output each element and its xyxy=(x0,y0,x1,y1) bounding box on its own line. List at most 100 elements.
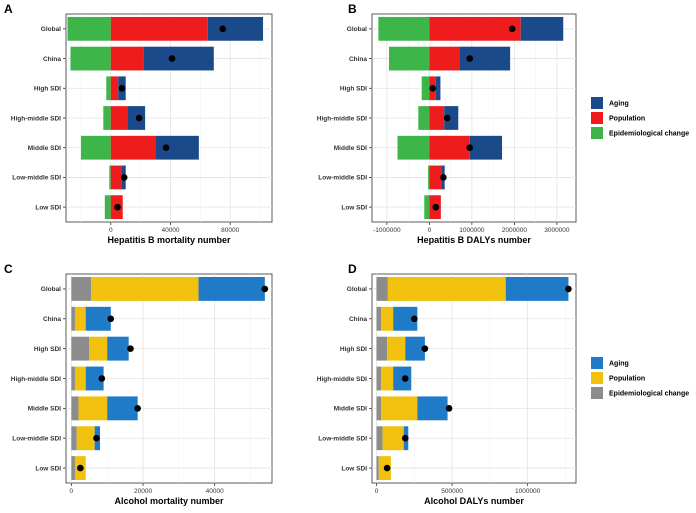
bar-population-low-middle-sdi xyxy=(429,165,442,190)
bar-population-china xyxy=(381,306,394,331)
x-tick-label: 1000000 xyxy=(515,488,541,495)
bar-population-low-middle-sdi xyxy=(382,426,404,451)
category-label-low-middle-sdi: Low-middle SDI xyxy=(318,436,367,443)
bar-epidemiological-change-high-sdi xyxy=(71,336,90,361)
legend-label-population: Population xyxy=(609,376,645,383)
net-change-point-low-middle-sdi xyxy=(440,174,447,181)
chart-hepatitis-b-mortality: Global China High SDI High-middle SDI Middle… xyxy=(11,13,273,245)
bar-aging-global xyxy=(207,16,264,41)
legend-label-epidemiological-change: Epidemiological change xyxy=(609,131,689,138)
bar-population-global xyxy=(110,16,208,41)
net-change-point-middle-sdi xyxy=(466,144,474,152)
x-tick-label: 0 xyxy=(109,227,113,234)
legend-hepatitis-b: Aging Population Epidemiological change xyxy=(591,97,689,139)
bar-aging-china xyxy=(393,306,418,331)
category-label-high-middle-sdi: High-middle SDI xyxy=(11,376,61,383)
net-change-point-low-sdi xyxy=(383,464,391,472)
bar-aging-high-middle-sdi xyxy=(444,106,459,130)
x-tick-label: 3000000 xyxy=(544,227,570,234)
bar-aging-high-sdi xyxy=(435,76,441,101)
category-label-low-sdi: Low SDI xyxy=(35,204,61,211)
legend-label-aging: Aging xyxy=(609,101,629,108)
bar-epidemiological-change-low-sdi xyxy=(71,456,75,481)
category-label-high-middle-sdi: High-middle SDI xyxy=(317,376,367,383)
net-change-point-china xyxy=(466,55,474,62)
bar-epidemiological-change-middle-sdi xyxy=(71,396,79,421)
bar-epidemiological-change-high-middle-sdi xyxy=(103,106,111,130)
net-change-point-low-sdi xyxy=(114,203,121,211)
net-change-point-high-sdi xyxy=(429,84,437,92)
category-label-global: Global xyxy=(41,26,61,33)
category-label-low-middle-sdi: Low-middle SDI xyxy=(12,175,61,182)
bar-epidemiological-change-low-sdi xyxy=(424,195,430,220)
legend-swatch-population xyxy=(591,112,603,124)
x-tick-label: 1000000 xyxy=(459,227,485,234)
bar-population-china xyxy=(429,46,460,71)
bar-epidemiological-change-low-middle-sdi xyxy=(376,426,383,451)
category-label-middle-sdi: Middle SDI xyxy=(334,406,367,413)
bar-population-low-middle-sdi xyxy=(76,426,95,451)
bar-population-high-middle-sdi xyxy=(381,366,394,391)
x-axis-title: Alcohol DALYs number xyxy=(424,496,524,506)
category-label-high-sdi: High SDI xyxy=(34,86,61,93)
bar-population-middle-sdi xyxy=(381,396,418,421)
bar-epidemiological-change-low-middle-sdi xyxy=(428,165,430,190)
bar-epidemiological-change-middle-sdi xyxy=(80,135,111,160)
bar-population-high-middle-sdi xyxy=(74,366,86,391)
bar-aging-middle-sdi xyxy=(107,396,138,421)
net-change-point-high-sdi xyxy=(118,84,126,92)
category-label-high-middle-sdi: High-middle SDI xyxy=(11,115,61,122)
bar-aging-middle-sdi xyxy=(417,396,448,421)
bar-epidemiological-change-middle-sdi xyxy=(397,135,430,160)
bar-population-high-sdi xyxy=(110,76,119,101)
bar-population-global xyxy=(91,276,199,301)
net-change-point-global xyxy=(219,25,227,33)
category-label-global: Global xyxy=(347,26,367,33)
net-change-point-global xyxy=(565,285,572,293)
category-label-china: China xyxy=(43,56,61,63)
bar-epidemiological-change-high-sdi xyxy=(376,336,388,361)
legend-label-population: Population xyxy=(609,116,645,123)
legend-label-epidemiological-change: Epidemiological change xyxy=(609,391,689,398)
legend-alcohol: Aging Population Epidemiological change xyxy=(591,357,689,399)
x-tick-label: 40000 xyxy=(161,227,179,234)
chart-alcohol-dalys: Global China High SDI High-middle SDI Middle… xyxy=(317,273,577,506)
bar-epidemiological-change-global xyxy=(67,16,111,41)
category-label-high-sdi: High SDI xyxy=(340,346,367,353)
x-tick-label: 40000 xyxy=(206,488,224,495)
category-label-china: China xyxy=(349,56,367,63)
net-change-point-high-middle-sdi xyxy=(98,375,106,382)
x-axis-title: Hepatitis B DALYs number xyxy=(417,235,531,245)
net-change-point-china xyxy=(107,315,115,323)
bar-epidemiological-change-middle-sdi xyxy=(376,396,382,421)
category-label-low-middle-sdi: Low-middle SDI xyxy=(318,175,367,182)
category-label-middle-sdi: Middle SDI xyxy=(28,145,61,152)
x-tick-label: 2000000 xyxy=(502,227,528,234)
legend-swatch-aging xyxy=(591,97,603,109)
legend-label-aging: Aging xyxy=(609,361,629,368)
bar-aging-high-middle-sdi xyxy=(85,366,104,391)
bar-population-middle-sdi xyxy=(78,396,108,421)
category-label-low-sdi: Low SDI xyxy=(35,465,61,472)
x-tick-label: 500000 xyxy=(441,488,463,495)
net-change-point-low-middle-sdi xyxy=(401,434,409,442)
bar-aging-middle-sdi xyxy=(155,135,199,160)
bar-epidemiological-change-high-middle-sdi xyxy=(376,366,382,391)
category-label-low-sdi: Low SDI xyxy=(341,204,367,211)
bar-epidemiological-change-china xyxy=(389,46,430,71)
category-label-china: China xyxy=(349,316,367,323)
panel-label-c: C xyxy=(4,262,13,276)
net-change-point-high-middle-sdi xyxy=(135,114,143,122)
x-tick-label: -1000000 xyxy=(373,227,401,234)
net-change-point-high-middle-sdi xyxy=(401,375,409,382)
category-label-high-sdi: High SDI xyxy=(34,346,61,353)
x-tick-label: 0 xyxy=(375,488,379,495)
bar-epidemiological-change-china xyxy=(71,306,75,331)
category-label-low-middle-sdi: Low-middle SDI xyxy=(12,436,61,443)
bar-population-high-sdi xyxy=(387,336,406,361)
category-label-middle-sdi: Middle SDI xyxy=(334,145,367,152)
net-change-point-middle-sdi xyxy=(162,144,170,152)
category-label-middle-sdi: Middle SDI xyxy=(28,406,61,413)
category-label-china: China xyxy=(43,316,61,323)
